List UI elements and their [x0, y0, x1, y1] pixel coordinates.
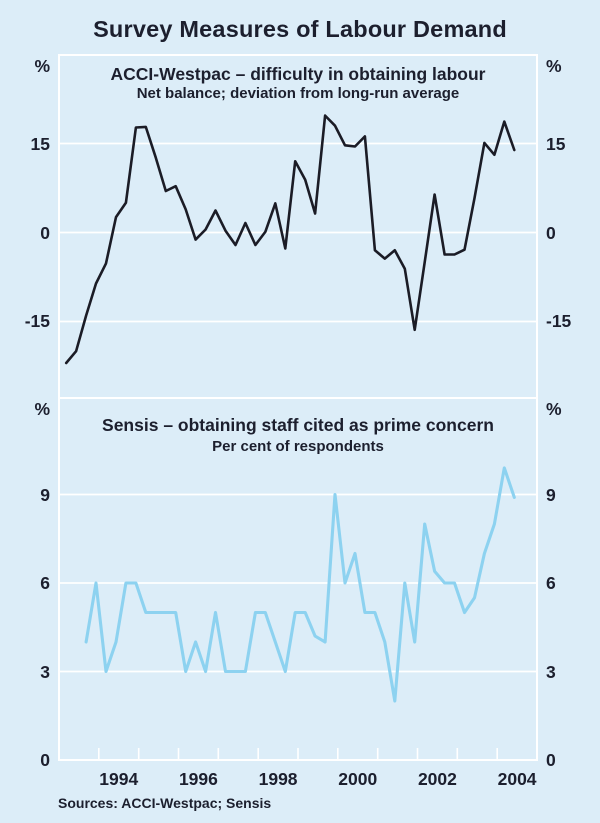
bottom-panel-subtitle: Per cent of respondents [212, 438, 384, 455]
unit-percent-label: % [546, 398, 562, 419]
ytick-label-right: 0 [546, 222, 556, 243]
ytick-label-right: 6 [546, 573, 556, 593]
unit-percent-label: % [34, 55, 50, 76]
ytick-label-right: -15 [546, 311, 572, 332]
ytick-label-right: 3 [546, 661, 556, 682]
ytick-label-left: 3 [40, 661, 50, 682]
acci-westpac-line [64, 114, 516, 365]
year-label: 1998 [258, 769, 298, 789]
year-label: 2004 [497, 769, 537, 789]
year-label: 2000 [338, 769, 378, 789]
unit-percent-label: % [546, 55, 562, 76]
ytick-label-left: 15 [30, 133, 50, 154]
bottom-panel-title: Sensis – obtaining staff cited as prime … [102, 415, 494, 435]
ytick-label-right: 9 [546, 484, 556, 505]
ytick-label-right: 0 [546, 750, 556, 770]
ytick-label-left: 0 [40, 750, 50, 770]
year-label: 1994 [99, 769, 139, 789]
year-label: 1996 [178, 769, 218, 789]
panel-border [58, 397, 538, 761]
sources-note: Sources: ACCI-Westpac; Sensis [58, 795, 272, 811]
year-label: 2002 [417, 769, 457, 789]
page-title: Survey Measures of Labour Demand [93, 16, 507, 42]
sensis-line [84, 466, 516, 703]
top-panel-title: ACCI-Westpac – difficulty in obtaining l… [110, 64, 486, 84]
ytick-label-right: 15 [546, 133, 566, 154]
top-panel-subtitle: Net balance; deviation from long-run ave… [136, 85, 460, 102]
unit-percent-label: % [34, 398, 50, 419]
panel-border [58, 54, 538, 399]
ytick-label-left: 6 [40, 573, 50, 593]
ytick-label-left: 9 [40, 484, 50, 505]
ytick-label-left: -15 [24, 311, 50, 332]
ytick-label-left: 0 [40, 222, 50, 243]
